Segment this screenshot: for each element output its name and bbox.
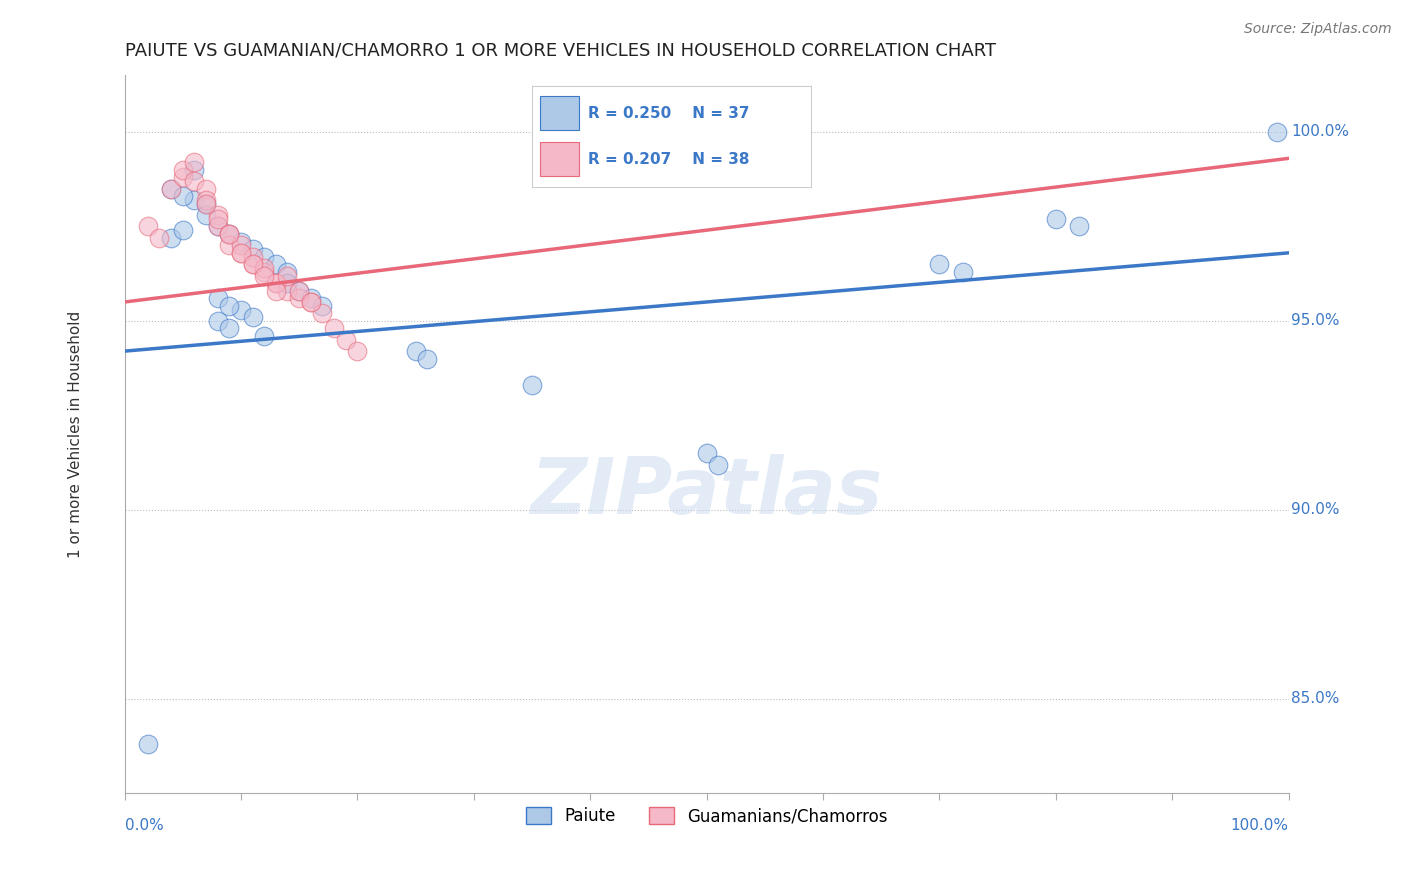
Point xyxy=(172,170,194,185)
Point xyxy=(195,193,218,207)
Text: ZIPatlas: ZIPatlas xyxy=(530,454,883,530)
Point xyxy=(229,245,252,260)
Point xyxy=(696,446,718,460)
Point xyxy=(346,344,368,359)
Point xyxy=(160,231,183,245)
Point xyxy=(172,223,194,237)
Text: 1 or more Vehicles in Household: 1 or more Vehicles in Household xyxy=(67,310,83,558)
Point xyxy=(183,174,205,188)
Point xyxy=(183,193,205,207)
Point xyxy=(172,189,194,203)
Point xyxy=(207,219,229,234)
Text: 0.0%: 0.0% xyxy=(125,819,163,833)
Text: 85.0%: 85.0% xyxy=(1291,691,1340,706)
Point xyxy=(207,219,229,234)
Point xyxy=(253,268,276,283)
Point xyxy=(1045,211,1067,226)
Point xyxy=(264,276,287,290)
Point xyxy=(242,242,264,256)
Point xyxy=(183,162,205,177)
Point xyxy=(229,238,252,252)
Point xyxy=(218,238,240,252)
Point xyxy=(253,329,276,343)
Point xyxy=(218,227,240,241)
Point xyxy=(195,181,218,195)
Point xyxy=(195,208,218,222)
Point xyxy=(299,295,322,310)
Text: 100.0%: 100.0% xyxy=(1291,124,1348,139)
Point xyxy=(288,291,311,305)
Point xyxy=(311,306,333,320)
Point xyxy=(136,219,159,234)
Point xyxy=(160,181,183,195)
Point xyxy=(195,196,218,211)
Point xyxy=(288,284,311,298)
Point xyxy=(707,458,730,472)
Text: 90.0%: 90.0% xyxy=(1291,502,1340,517)
Point xyxy=(323,321,346,335)
Point xyxy=(299,295,322,310)
Point xyxy=(253,265,276,279)
Point xyxy=(288,284,311,298)
Point xyxy=(276,284,298,298)
Point xyxy=(160,181,183,195)
Point xyxy=(264,276,287,290)
Point xyxy=(229,235,252,249)
Point xyxy=(218,299,240,313)
Point xyxy=(276,276,298,290)
Point xyxy=(405,344,427,359)
Point xyxy=(1067,219,1090,234)
Point xyxy=(218,321,240,335)
Point xyxy=(264,284,287,298)
Point xyxy=(1265,125,1288,139)
Legend: Paiute, Guamanians/Chamorros: Paiute, Guamanians/Chamorros xyxy=(519,800,894,831)
Text: PAIUTE VS GUAMANIAN/CHAMORRO 1 OR MORE VEHICLES IN HOUSEHOLD CORRELATION CHART: PAIUTE VS GUAMANIAN/CHAMORRO 1 OR MORE V… xyxy=(125,42,995,60)
Point xyxy=(207,211,229,226)
Point xyxy=(229,245,252,260)
Text: 100.0%: 100.0% xyxy=(1230,819,1289,833)
Point xyxy=(195,196,218,211)
Text: Source: ZipAtlas.com: Source: ZipAtlas.com xyxy=(1244,22,1392,37)
Point xyxy=(242,310,264,325)
Text: 95.0%: 95.0% xyxy=(1291,313,1340,328)
Point xyxy=(172,162,194,177)
Point xyxy=(253,260,276,275)
Point xyxy=(183,155,205,169)
Point xyxy=(276,265,298,279)
Point xyxy=(253,250,276,264)
Point xyxy=(276,268,298,283)
Point xyxy=(242,257,264,271)
Point xyxy=(299,291,322,305)
Point xyxy=(218,227,240,241)
Point xyxy=(148,231,170,245)
Point xyxy=(136,737,159,751)
Point xyxy=(311,299,333,313)
Point xyxy=(229,302,252,317)
Point xyxy=(207,208,229,222)
Point xyxy=(218,227,240,241)
Point xyxy=(928,257,950,271)
Point xyxy=(242,257,264,271)
Point xyxy=(207,291,229,305)
Point xyxy=(264,257,287,271)
Point xyxy=(416,351,439,366)
Point xyxy=(952,265,974,279)
Point xyxy=(242,250,264,264)
Point xyxy=(335,333,357,347)
Point xyxy=(207,314,229,328)
Point xyxy=(520,378,543,392)
